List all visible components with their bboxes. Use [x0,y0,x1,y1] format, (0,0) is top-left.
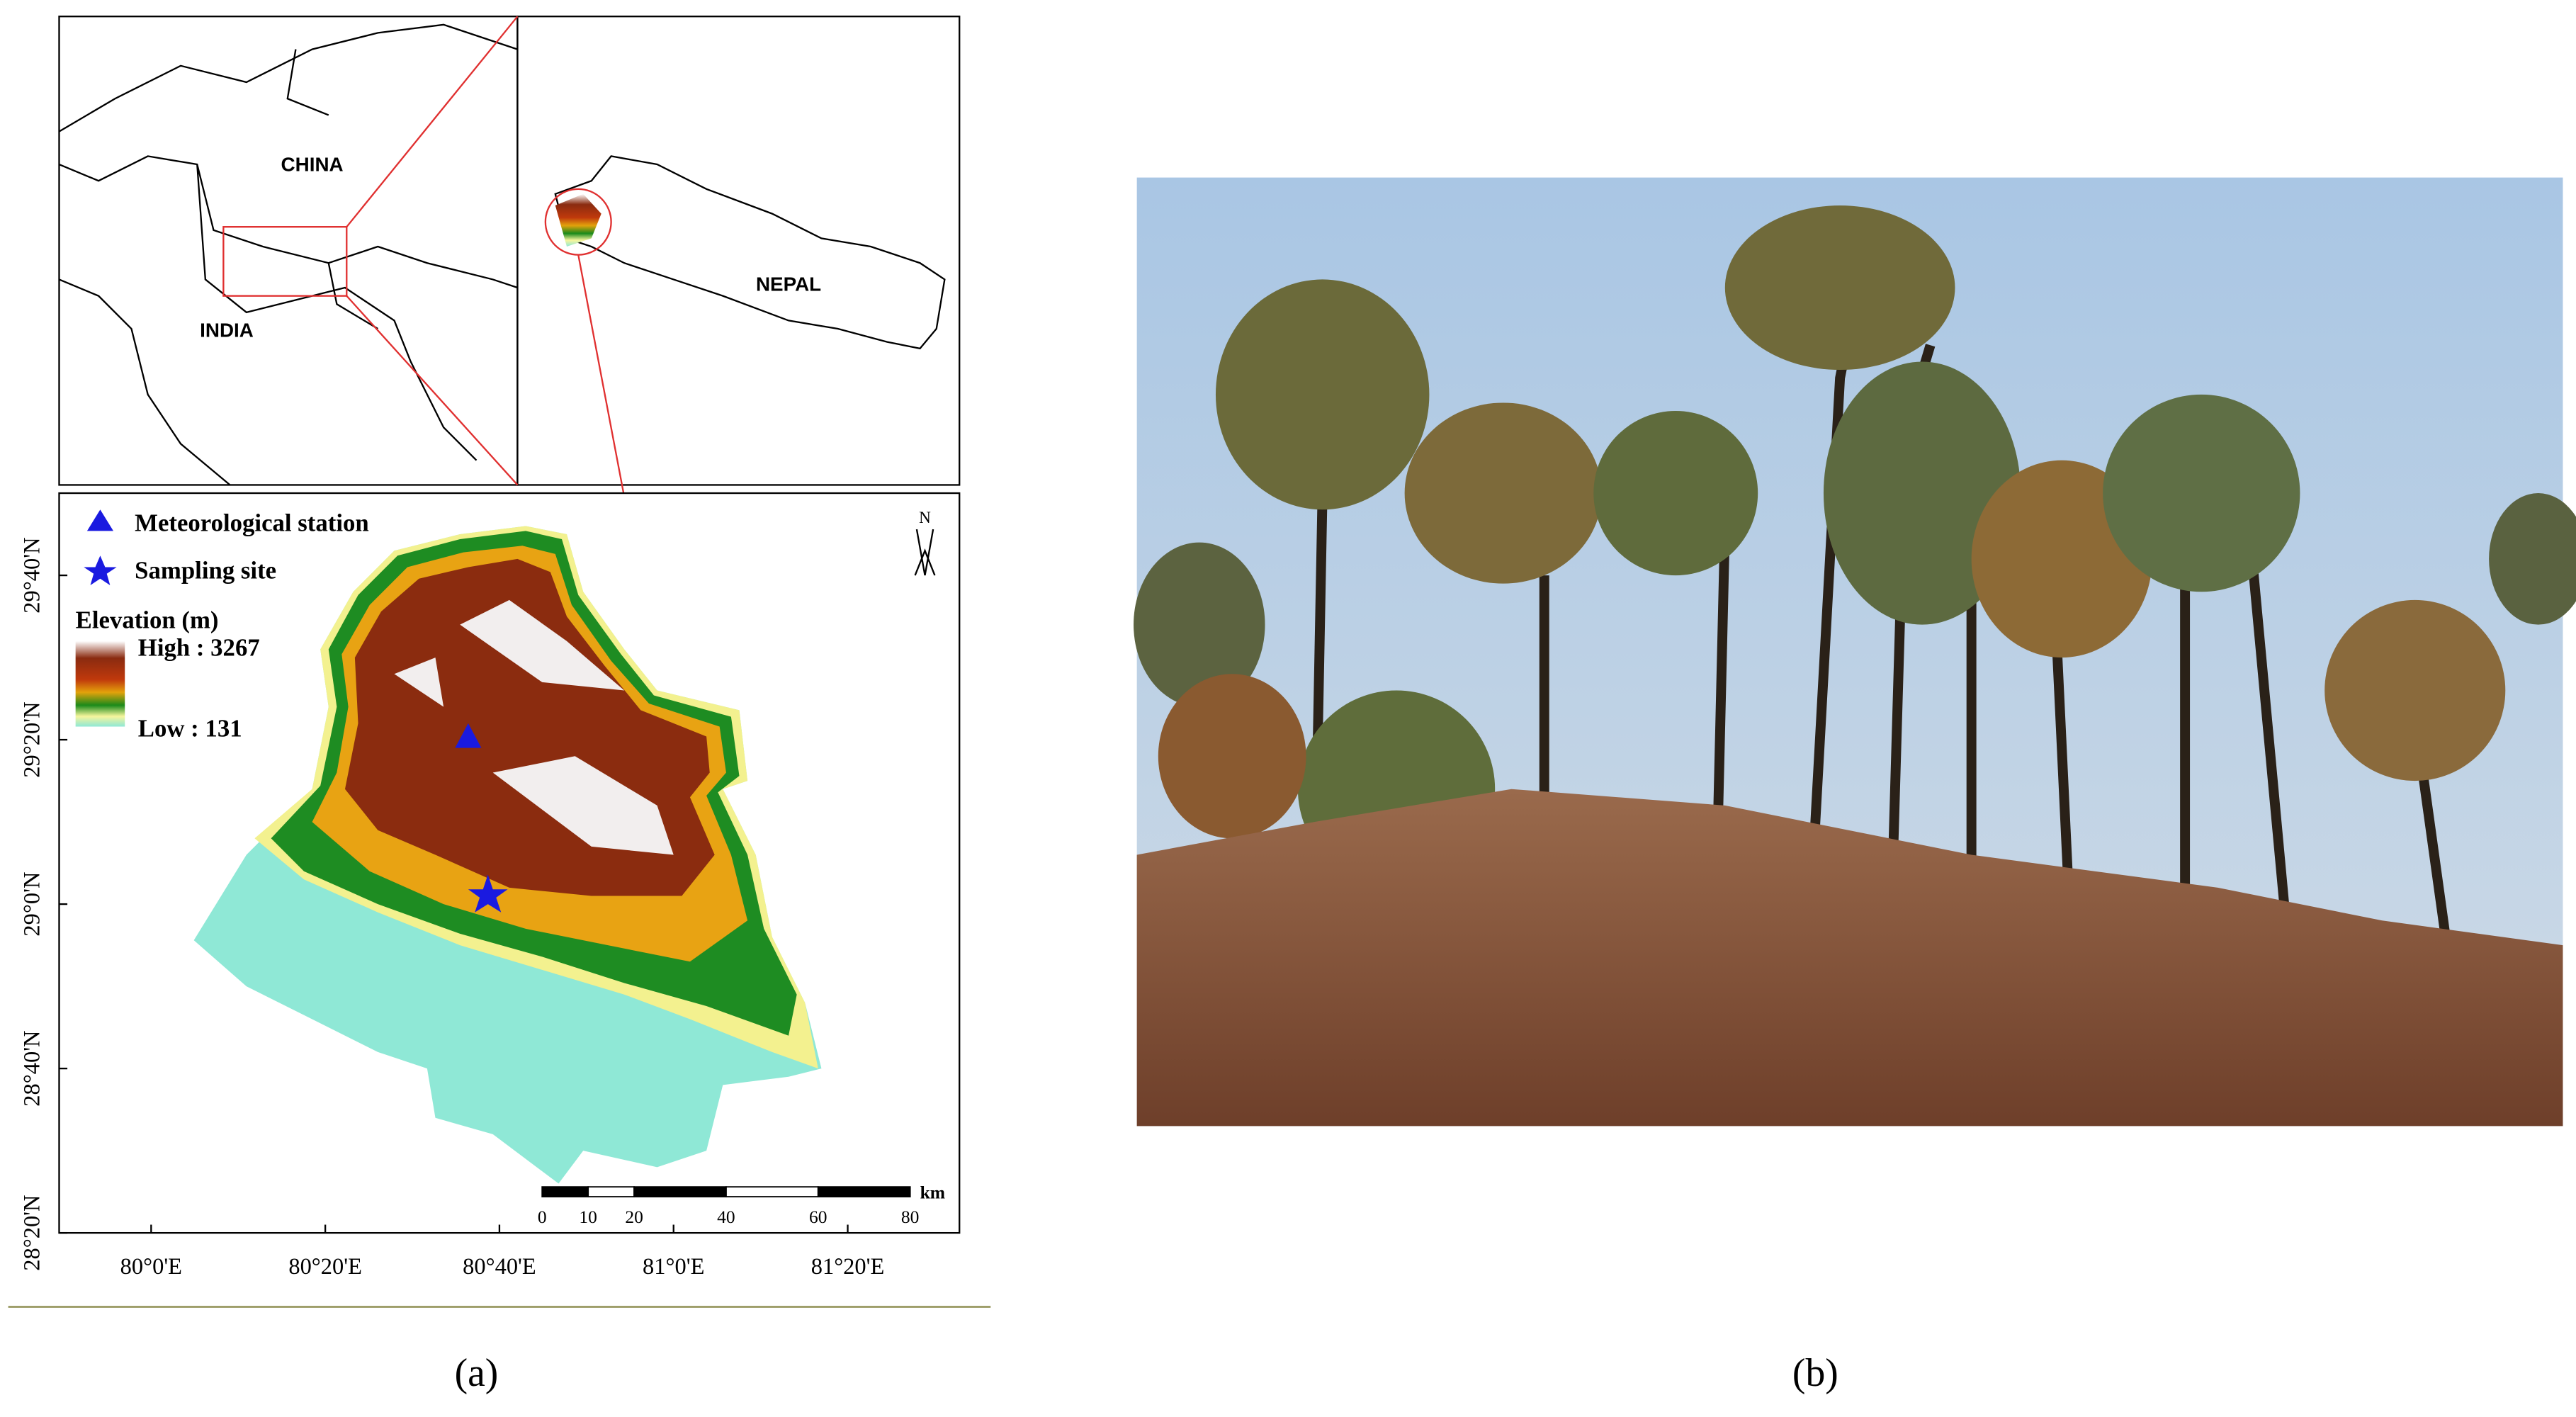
peaks [394,599,674,855]
scale-segment [587,1186,635,1198]
focus-box [222,226,348,297]
caption: (b) [1792,1351,1838,1395]
legend-label: Sampling site [135,557,276,585]
canopies [1134,205,2576,888]
inset-region-frame [58,16,519,486]
scale-label: 40 [717,1207,735,1227]
scale-segment [633,1186,727,1198]
lon-label: 81°0'E [643,1254,704,1280]
district-mini [555,193,601,247]
country-label: INDIA [200,320,254,341]
station-marker [455,723,482,748]
caption: (a) [455,1351,499,1395]
hillside [1136,789,2563,1127]
lon-label: 80°20'E [288,1254,362,1280]
scale-label: 0 [538,1207,547,1227]
lat-label: 28°20'N [20,1195,45,1271]
country-label: NEPAL [756,273,821,295]
lon-label: 81°20'E [811,1254,885,1280]
north-arrow [914,529,936,576]
scale-label: 80 [901,1207,919,1227]
legend-label: Low : 131 [138,714,242,742]
scale-label: 10 [579,1207,597,1227]
lat-label: 29°40'N [20,537,45,613]
site-marker [468,874,508,913]
legend-station-icon [86,509,114,531]
legend-site-icon [84,555,117,585]
legend-label: High : 3267 [138,634,260,662]
scale-segment [817,1186,911,1198]
lon-labels: 80°0'E 80°20'E 80°40'E 81°0'E 81°20'E [120,1224,885,1280]
photo [1134,177,2576,1127]
scale-label: 20 [625,1207,643,1227]
scale-label: 60 [809,1207,827,1227]
legend-label: Meteorological station [135,509,369,536]
scale-unit: km [920,1182,945,1202]
borders [58,23,518,486]
legend-title: Elevation (m) [76,606,219,633]
lat-labels: 29°40'N 29°20'N 29°0'N 28°40'N 28°20'N [20,537,68,1271]
lat-label: 29°0'N [20,872,45,937]
scale-segment [725,1186,819,1198]
lon-label: 80°0'E [120,1254,182,1280]
lon-label: 80°40'E [463,1254,536,1280]
legend-ramp [75,640,125,727]
country-label: CHINA [281,153,344,175]
lat-label: 28°40'N [20,1030,45,1106]
north-label: N [919,509,931,527]
scale-segment [541,1186,589,1198]
nepal-outline [554,155,946,350]
lat-label: 29°20'N [20,701,45,777]
